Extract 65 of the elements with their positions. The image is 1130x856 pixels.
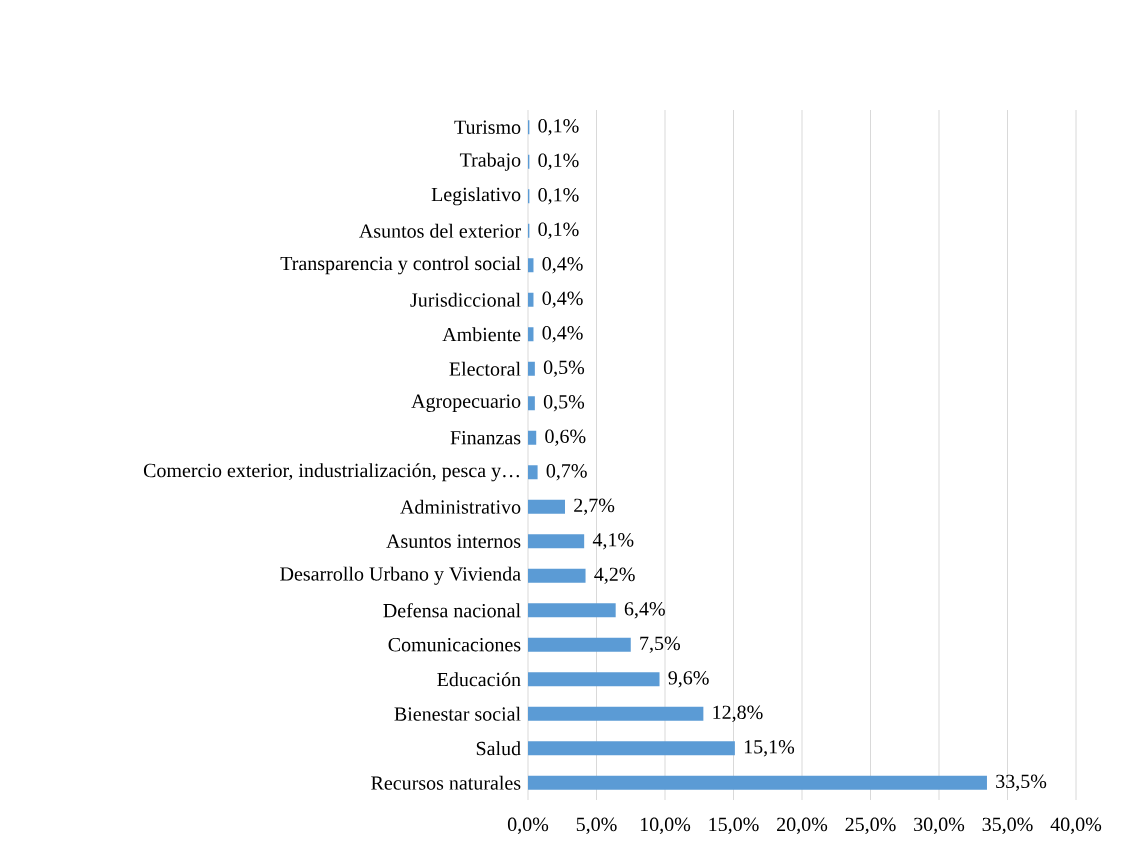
y-tick-label: Salud [476, 741, 521, 756]
y-tick-label: Comunicaciones [388, 638, 521, 652]
bar [528, 741, 735, 756]
data-label: 0,7% [546, 464, 587, 481]
bar [528, 430, 537, 445]
y-tick-label: Educación [437, 672, 521, 687]
data-label: 4,1% [592, 533, 634, 550]
data-label: 4,2% [594, 567, 635, 584]
y-tick-label: Bienestar social [394, 706, 521, 721]
data-label: 0,6% [545, 429, 586, 446]
x-tick-label: 25,0% [845, 817, 896, 834]
x-tick-label: 30,0% [914, 817, 965, 834]
data-label: 15,1% [744, 740, 795, 757]
bar [528, 465, 538, 480]
data-label: 0,4% [542, 326, 583, 343]
x-tick-label: 5,0% [576, 817, 617, 834]
bar [528, 568, 586, 583]
x-tick-label: 10,0% [640, 817, 691, 834]
bar [528, 361, 535, 376]
y-tick-label: Turismo [454, 120, 521, 134]
bar [528, 396, 535, 411]
y-tick-label: Jurisdiccional [410, 292, 521, 307]
data-label: 7,5% [640, 636, 680, 653]
y-tick-label: Transparencia y control social [280, 256, 521, 275]
bar [528, 706, 704, 721]
bar [528, 258, 534, 273]
data-label: 9,6% [668, 671, 709, 688]
bar [528, 499, 565, 514]
y-tick-label: Trabajo [459, 152, 521, 171]
data-label: 0,1% [538, 119, 579, 136]
y-tick-label: Administrativo [400, 499, 521, 514]
bar [528, 672, 660, 687]
y-tick-label: Agropecuario [411, 394, 521, 413]
y-tick-label: Recursos naturales [371, 775, 521, 790]
y-tick-label: Asuntos internos [386, 534, 521, 548]
y-tick-label: Electoral [449, 361, 521, 376]
data-label: 0,1% [538, 222, 579, 239]
x-tick-label: 15,0% [709, 817, 759, 834]
bar [528, 534, 585, 549]
y-tick-label: Desarrollo Urbano y Vivienda [280, 566, 521, 585]
x-tick-label: 20,0% [777, 817, 828, 834]
bar [528, 775, 987, 790]
data-label: 6,4% [624, 602, 665, 619]
y-tick-label: Defensa nacional [383, 603, 521, 618]
bar [528, 637, 631, 652]
data-label: 33,5% [996, 774, 1047, 791]
y-tick-label: Comercio exterior, industrialización, pesca y… [143, 463, 519, 482]
x-tick-label: 35,0% [982, 817, 1033, 834]
data-label: 2,7% [574, 498, 615, 515]
y-tick-label: Legislativo [431, 187, 521, 206]
bar [528, 603, 616, 618]
bar [528, 327, 534, 342]
data-label: 0,1% [538, 188, 579, 205]
data-label: 12,8% [713, 705, 763, 722]
bar [528, 292, 534, 307]
y-tick-label: Ambiente [442, 327, 521, 342]
data-label: 0,5% [543, 360, 585, 377]
data-label: 0,4% [542, 291, 583, 308]
x-tick-label: 0,0% [507, 817, 549, 834]
data-label: 0,4% [542, 257, 583, 274]
y-tick-label: Asuntos del exterior [359, 223, 521, 238]
data-label: 0,1% [538, 153, 579, 170]
y-tick-label: Finanzas [450, 431, 521, 445]
data-label: 0,5% [543, 395, 585, 412]
x-tick-label: 40,0% [1050, 817, 1102, 834]
